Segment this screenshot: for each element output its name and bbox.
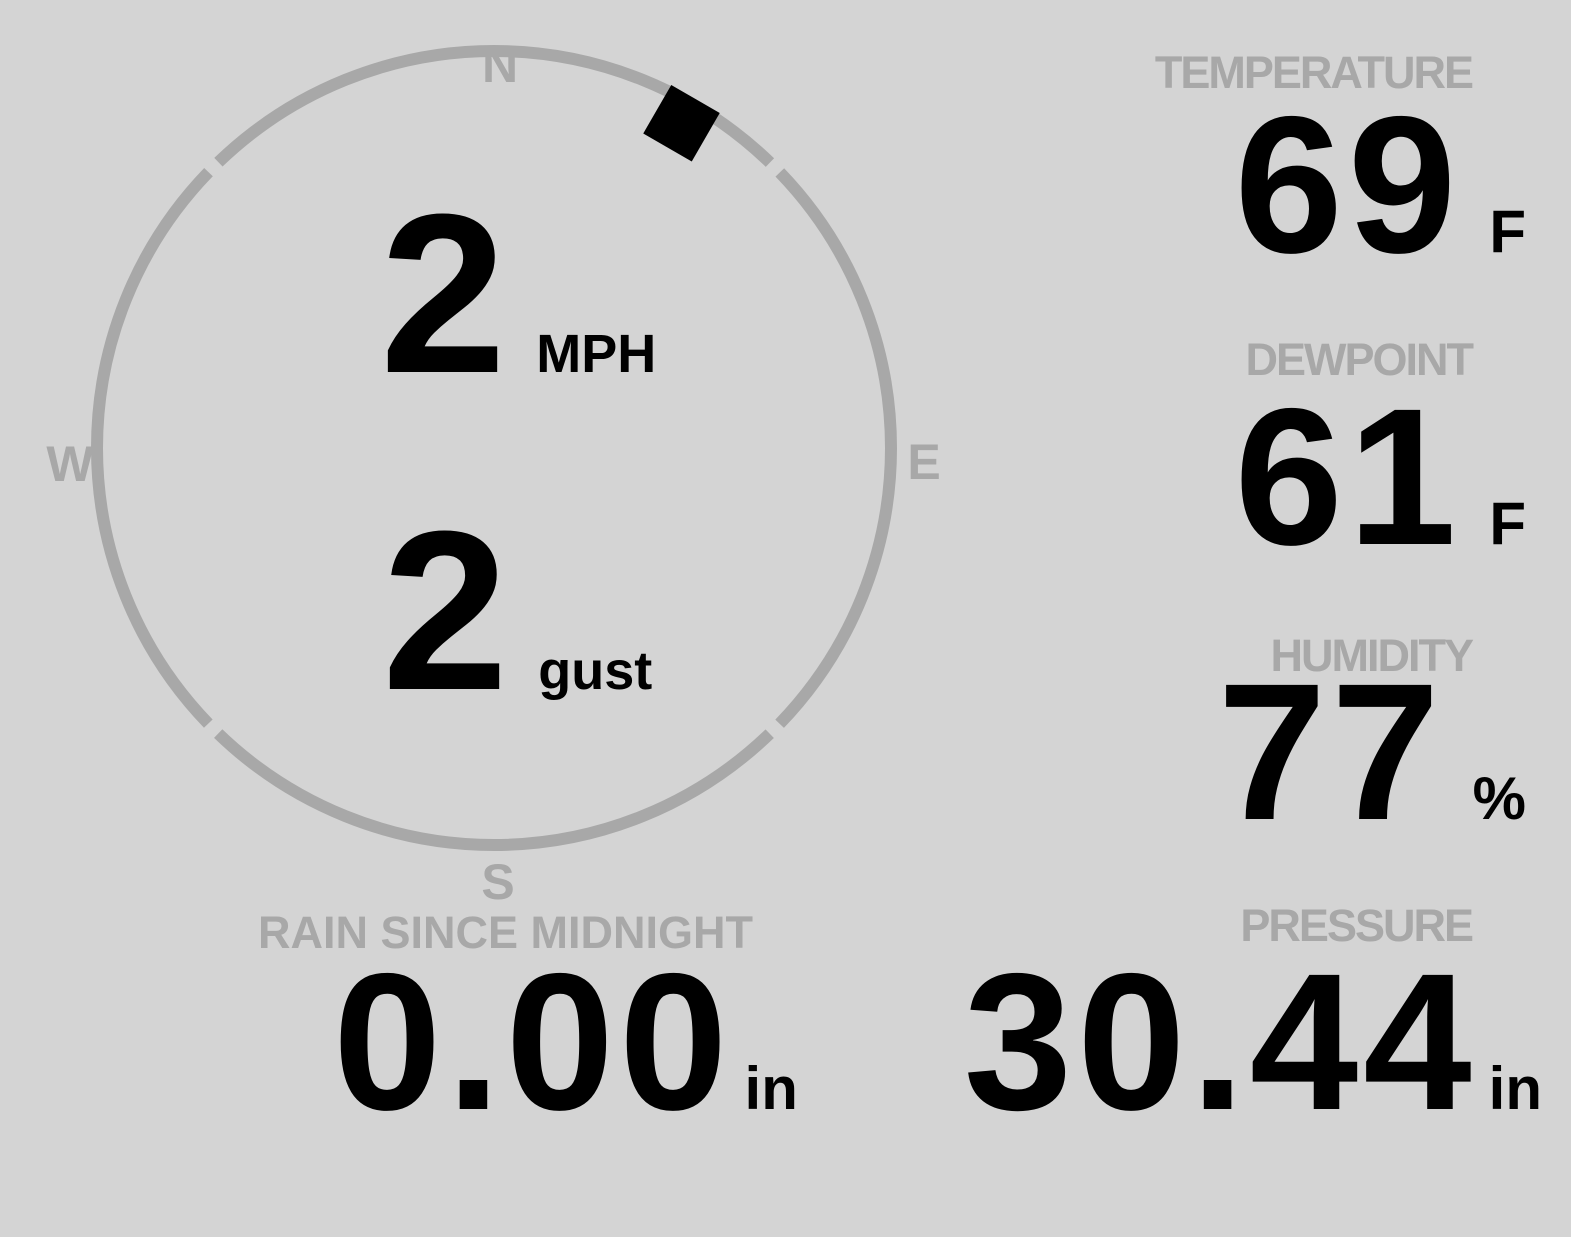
temperature-label: TEMPERATURE [1154, 47, 1474, 98]
humidity-label: HUMIDITY [1270, 630, 1474, 681]
wind-speed-value: 2 [380, 168, 512, 421]
wind-speed-unit: MPH [536, 324, 657, 384]
pressure-unit: in [1488, 1055, 1542, 1122]
wind-speed: 2 MPH [380, 181, 656, 408]
temperature-value-row: 69 F [1234, 88, 1526, 283]
cardinal-west: W [46, 436, 94, 492]
humidity-value-row: 77 % [1218, 655, 1526, 850]
humidity-value: 77 [1217, 643, 1445, 861]
wind-direction-marker [643, 84, 720, 162]
compass-ring [91, 45, 897, 851]
rain-value-row: 0.00 in [333, 945, 798, 1140]
pressure-label: PRESSURE [1240, 900, 1474, 951]
pressure-value-row: 30.44 in [964, 945, 1542, 1140]
rain-label: RAIN SINCE MIDNIGHT [258, 907, 753, 958]
wind-gust-unit: gust [538, 641, 653, 701]
cardinal-north: N [481, 37, 519, 93]
rain-unit: in [744, 1055, 798, 1122]
cardinal-south: S [481, 854, 515, 910]
wind-gust: 2 gust [382, 498, 652, 725]
dewpoint-value: 61 [1234, 368, 1462, 586]
compass-graphic [91, 45, 897, 851]
pressure-value: 30.44 [963, 933, 1477, 1151]
wind-gust-value: 2 [382, 485, 514, 738]
cardinal-east: E [907, 434, 941, 490]
dewpoint-value-row: 61 F [1234, 380, 1526, 575]
temperature-value: 69 [1234, 76, 1462, 294]
temperature-unit: F [1489, 198, 1526, 265]
rain-value: 0.00 [333, 933, 733, 1151]
dewpoint-unit: F [1489, 490, 1526, 557]
dewpoint-label: DEWPOINT [1245, 334, 1474, 385]
wind-compass: N E S W 2 MPH 2 gust [46, 40, 940, 907]
humidity-unit: % [1472, 765, 1526, 832]
